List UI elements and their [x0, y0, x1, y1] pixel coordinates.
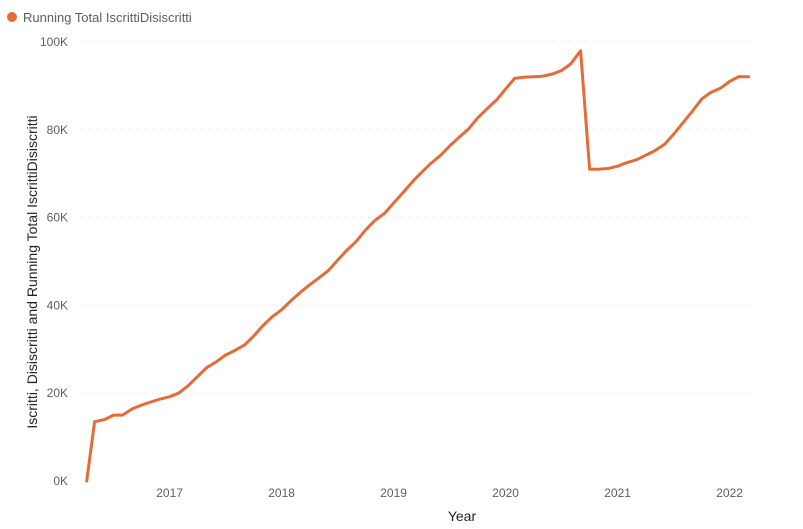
x-tick-label: 2021	[604, 486, 631, 500]
series-line-0[interactable]	[85, 49, 751, 483]
x-tick-label: 2020	[492, 486, 519, 500]
x-axis-title: Year	[448, 508, 477, 524]
y-tick-label: 0K	[53, 474, 68, 488]
y-axis-title: Iscritti, Disiscritti and Running Total …	[24, 115, 40, 428]
x-tick-label: 2018	[268, 486, 295, 500]
y-tick-label: 80K	[47, 123, 68, 137]
legend-label: Running Total IscrittiDisiscritti	[23, 10, 192, 25]
x-axis: 2017 2018 2019 2020 2021 2022	[156, 486, 743, 500]
x-tick-label: 2022	[716, 486, 743, 500]
y-axis: 0K 20K 40K 60K 80K 100K	[40, 35, 68, 488]
legend[interactable]: Running Total IscrittiDisiscritti	[7, 10, 192, 25]
series-layer	[85, 49, 751, 483]
legend-marker	[7, 12, 17, 22]
y-tick-label: 60K	[47, 211, 68, 225]
x-tick-label: 2017	[156, 486, 183, 500]
y-tick-label: 100K	[40, 35, 68, 49]
y-tick-label: 20K	[47, 386, 68, 400]
gridlines	[80, 41, 752, 394]
x-tick-label: 2019	[380, 486, 407, 500]
y-tick-label: 40K	[47, 298, 68, 312]
